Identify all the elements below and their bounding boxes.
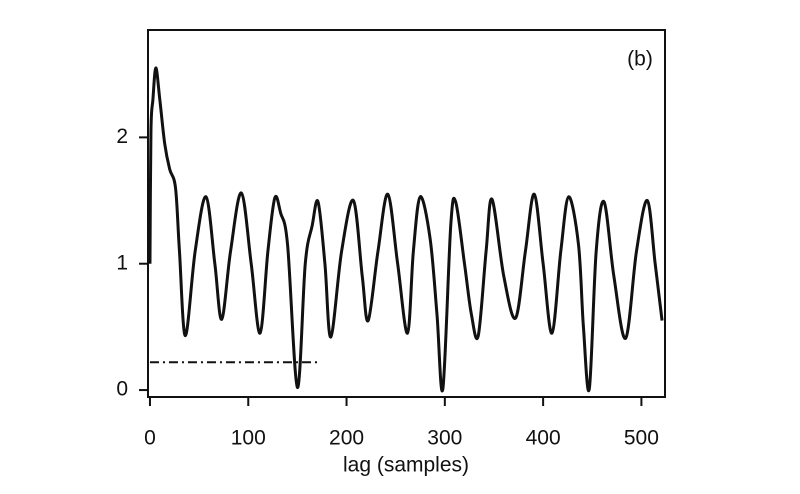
x-tick-label: 200 [329, 427, 364, 450]
x-tick-label: 500 [624, 427, 659, 450]
x-tick-label: 400 [526, 427, 561, 450]
x-axis-label: lag (samples) [343, 454, 469, 477]
x-tick-label: 100 [231, 427, 266, 450]
x-tick-label: 300 [427, 427, 462, 450]
y-tick-label: 1 [116, 251, 128, 274]
y-tick-label: 2 [116, 125, 128, 148]
data-line [148, 66, 664, 393]
x-tick-label: 0 [144, 427, 156, 450]
panel-annotation: (b) [627, 48, 653, 71]
y-tick-label: 0 [116, 378, 128, 401]
plot-frame [147, 29, 666, 398]
